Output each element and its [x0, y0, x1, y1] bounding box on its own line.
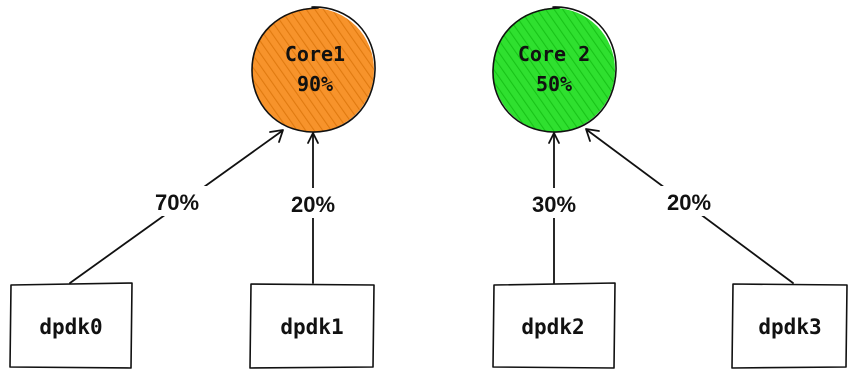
port-label-dpdk0: dpdk0: [39, 315, 102, 339]
core-node-core2: Core 2 50%: [492, 6, 617, 133]
port-box-dpdk2: dpdk2: [492, 282, 616, 369]
core2-load: 50%: [536, 72, 572, 96]
core-node-core1: Core1 90%: [251, 6, 376, 133]
core1-load: 90%: [297, 72, 333, 96]
core2-name: Core 2: [518, 42, 590, 66]
port-label-dpdk3: dpdk3: [758, 315, 821, 339]
port-box-dpdk3: dpdk3: [731, 283, 848, 369]
edge-label-dpdk3: 20%: [667, 190, 711, 215]
edge-label-dpdk1: 20%: [291, 192, 335, 217]
edge-label-dpdk0: 70%: [155, 190, 199, 215]
port-box-dpdk0: dpdk0: [9, 282, 133, 369]
port-label-dpdk1: dpdk1: [280, 315, 343, 339]
core1-name: Core1: [285, 42, 345, 66]
edge-label-dpdk2: 30%: [532, 192, 576, 217]
port-label-dpdk2: dpdk2: [521, 315, 584, 339]
port-box-dpdk1: dpdk1: [249, 283, 375, 369]
